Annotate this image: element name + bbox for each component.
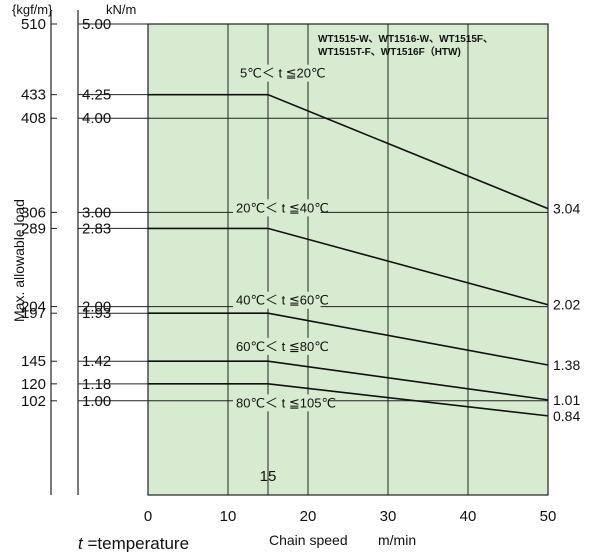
x-axis-label: Chain speed [269,532,348,548]
y-tick-label-kn: 2.00 [82,299,111,316]
series-label: 20℃＜ t ≦40℃ [236,200,329,215]
y-tick-label-kgf: 289 [21,220,46,237]
series-end-label: 2.02 [553,297,580,313]
y-tick-label-kn: 5.00 [82,16,111,33]
x-axis-unit: m/min [378,532,416,548]
series-end-label: 1.38 [553,357,580,373]
model-subtitle-line: WT1515T-F、WT1516F（HTW) [318,45,461,58]
y-tick-label-kgf: 306 [21,204,46,221]
y-tick-label-kgf: 197 [21,305,46,322]
model-subtitle: WT1515-W、WT1516-W、WT1515F、 WT1515T-F、WT15… [318,34,493,58]
series-label-bg [233,337,321,355]
series-label-bg [237,64,317,82]
series-label-bg [233,394,329,412]
footnote-symbol: t [78,534,84,552]
series-line [148,227,549,306]
y-tick-label-kn: 1.42 [82,353,111,370]
plot-area [148,24,548,495]
y-tick-label-kgf: 120 [21,376,46,393]
series-line [148,312,549,366]
grid [148,24,548,495]
y-tick-label-kgf: 145 [21,353,46,370]
footnote: t =temperature [78,534,189,552]
model-subtitle-line: WT1515-W、WT1516-W、WT1515F、 [318,34,493,45]
x-tick-label: 50 [540,508,557,525]
axes [50,10,549,496]
y-unit-right: kN/m [106,2,136,17]
plot-border [147,23,549,496]
y-tick-label-kgf: 408 [21,110,46,127]
y-axis-label: Max. allowable load [11,199,27,322]
y-tick-label-kn: 1.18 [82,376,111,393]
series-label: 80℃＜ t ≦105℃ [236,395,336,410]
y-tick-label-kgf: 204 [21,299,46,316]
x-tick-label: 10 [220,508,237,525]
series-label: 60℃＜ t ≦80℃ [236,339,329,354]
x-tick-label: 0 [144,508,152,525]
labels-group: 510 5.00 433 4.25 408 4.00 306 3.00 289 2.83 204 2.… [21,16,580,525]
series-end-label: 0.84 [553,408,580,424]
series-label-bg [233,291,321,309]
x-tick-label: 40 [460,508,477,525]
footnote-text: =temperature [83,534,189,552]
series-end-label: 1.01 [553,392,580,408]
series-line [148,383,549,417]
y-tick-label-kn: 2.83 [82,220,111,237]
series-label-bg [233,199,321,217]
y-tick-label-kgf: 510 [21,16,46,33]
series-label: 40℃＜ t ≦60℃ [236,293,329,308]
y-tick-label-kn: 4.00 [82,110,111,127]
y-tick-label-kn: 1.93 [82,305,111,322]
series-label: 5℃＜ t ≦20℃ [240,66,326,81]
y-tick-label-kgf: 102 [21,393,46,410]
x-tick-label: 30 [380,508,397,525]
series-end-label: 3.04 [553,201,580,217]
y-tick-label-kn: 1.00 [82,393,111,410]
series-group [148,93,549,417]
x-tick-label: 20 [300,508,317,525]
y-tick-label-kn: 3.00 [82,204,111,221]
series-line [148,360,549,401]
y-unit-left: {kgf/m} [12,2,53,17]
series-line [148,93,549,210]
y-tick-label-kgf: 433 [21,87,46,104]
x-tick-label-extra: 15 [260,468,277,485]
y-tick-label-kn: 4.25 [82,87,111,104]
